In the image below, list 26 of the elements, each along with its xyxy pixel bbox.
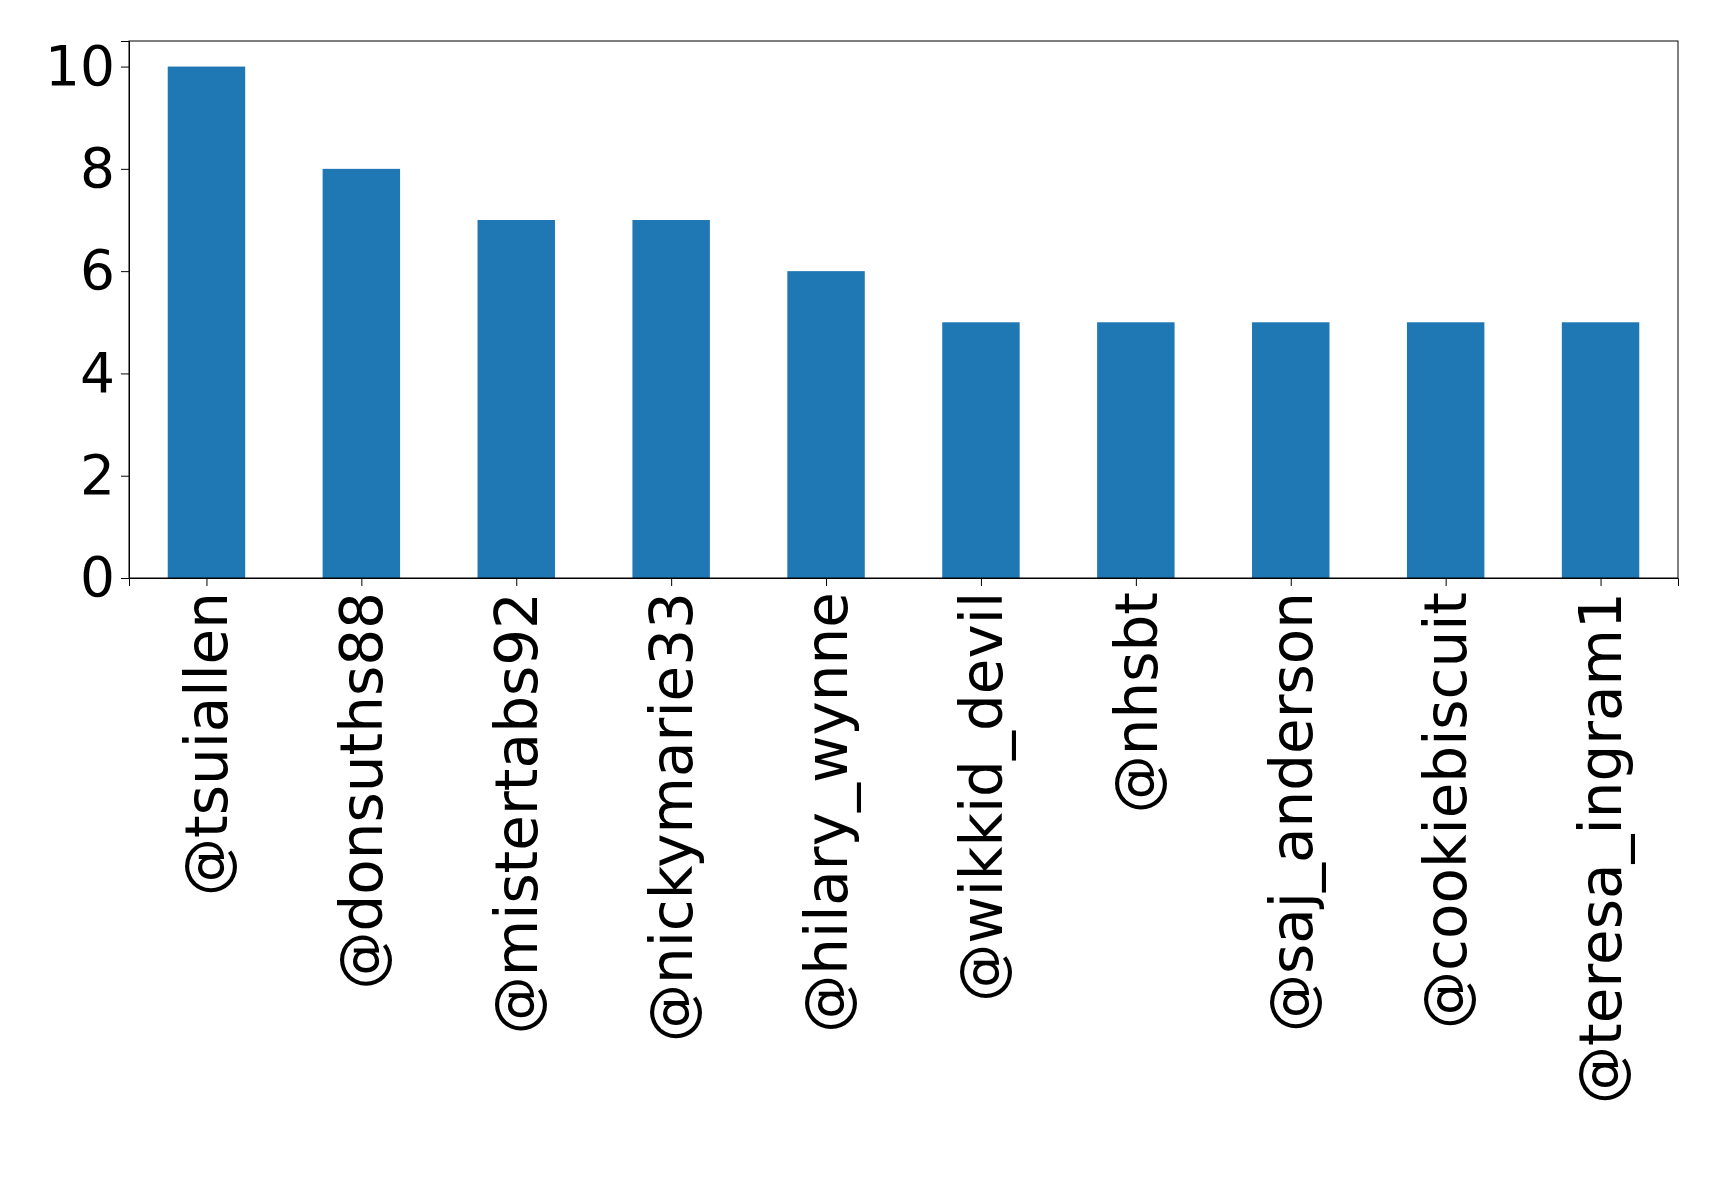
bar <box>942 322 1020 578</box>
y-tick-label: 8 <box>80 135 115 200</box>
x-tick-label: @tsuiallen <box>173 592 242 897</box>
x-tick-label: @nhsbt <box>1102 592 1171 814</box>
x-tick-label: @saj_anderson <box>1257 592 1326 1032</box>
y-tick-label: 2 <box>80 442 115 507</box>
bar <box>1406 322 1485 578</box>
x-tick-label: @hilary_wynne <box>792 592 861 1033</box>
y-tick-label: 6 <box>80 238 115 303</box>
bar <box>1097 322 1175 578</box>
bar <box>167 66 246 578</box>
bar <box>1252 322 1330 578</box>
x-tick-label: @mistertabs92 <box>483 592 552 1035</box>
y-tick-label: 10 <box>45 33 115 98</box>
x-tick-label: @donsuths88 <box>328 592 397 990</box>
y-tick-label: 0 <box>80 545 115 610</box>
bar <box>322 168 401 578</box>
y-tick-label: 4 <box>80 340 115 405</box>
bar <box>477 220 555 578</box>
x-tick-label: @wikkid_devil <box>947 592 1016 1002</box>
bar <box>1561 322 1640 578</box>
x-tick-label: @cookiebiscuit <box>1412 592 1481 1029</box>
x-tick-label: @nickymarie33 <box>637 592 706 1043</box>
x-tick-label: @teresa_ingram1 <box>1567 592 1636 1104</box>
bar <box>632 220 710 578</box>
bar <box>787 271 865 578</box>
